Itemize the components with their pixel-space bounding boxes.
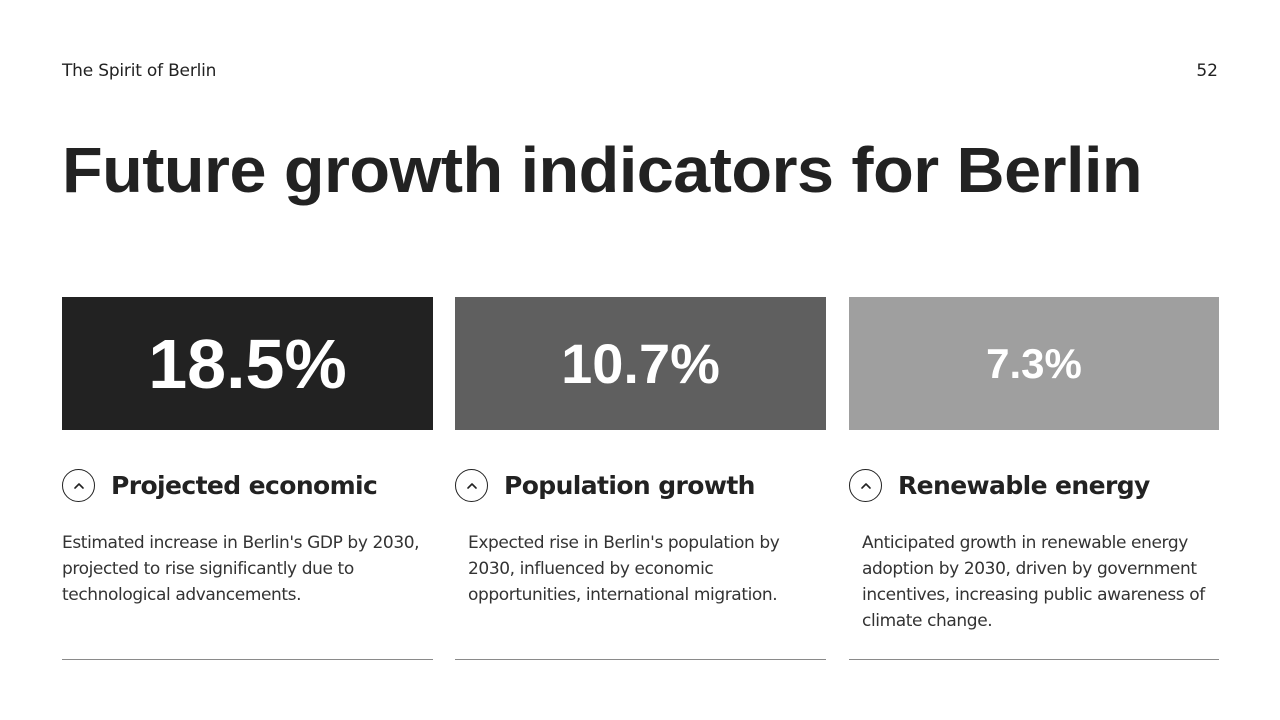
stat-value: 18.5% [148, 324, 347, 403]
stat-value-box: 7.3% [849, 297, 1219, 430]
card-heading: Projected economic [111, 471, 378, 500]
divider [849, 659, 1219, 660]
stat-value-box: 18.5% [62, 297, 433, 430]
stat-value: 10.7% [561, 332, 720, 395]
card-header: Renewable energy [849, 469, 1150, 502]
deck-title: The Spirit of Berlin [62, 61, 217, 81]
indicator-card-population: 10.7% Population growth Expected rise in… [455, 297, 826, 660]
page-title: Future growth indicators for Berlin [62, 134, 1143, 206]
card-description: Estimated increase in Berlin's GDP by 20… [62, 533, 420, 605]
divider [455, 659, 826, 660]
chevron-up-icon[interactable] [62, 469, 95, 502]
indicator-card-economic: 18.5% Projected economic Estimated incre… [62, 297, 433, 660]
page-number: 52 [1196, 61, 1218, 81]
card-heading: Renewable energy [898, 471, 1150, 500]
card-heading: Population growth [504, 471, 755, 500]
divider [62, 659, 433, 660]
stat-value-box: 10.7% [455, 297, 826, 430]
indicator-card-renewable: 7.3% Renewable energy Anticipated growth… [849, 297, 1219, 660]
stat-value: 7.3% [986, 339, 1082, 387]
chevron-up-icon[interactable] [849, 469, 882, 502]
card-description: Anticipated growth in renewable energy a… [862, 533, 1205, 631]
card-description: Expected rise in Berlin's population by … [468, 533, 780, 605]
chevron-up-icon[interactable] [455, 469, 488, 502]
card-header: Projected economic [62, 469, 378, 502]
card-header: Population growth [455, 469, 755, 502]
